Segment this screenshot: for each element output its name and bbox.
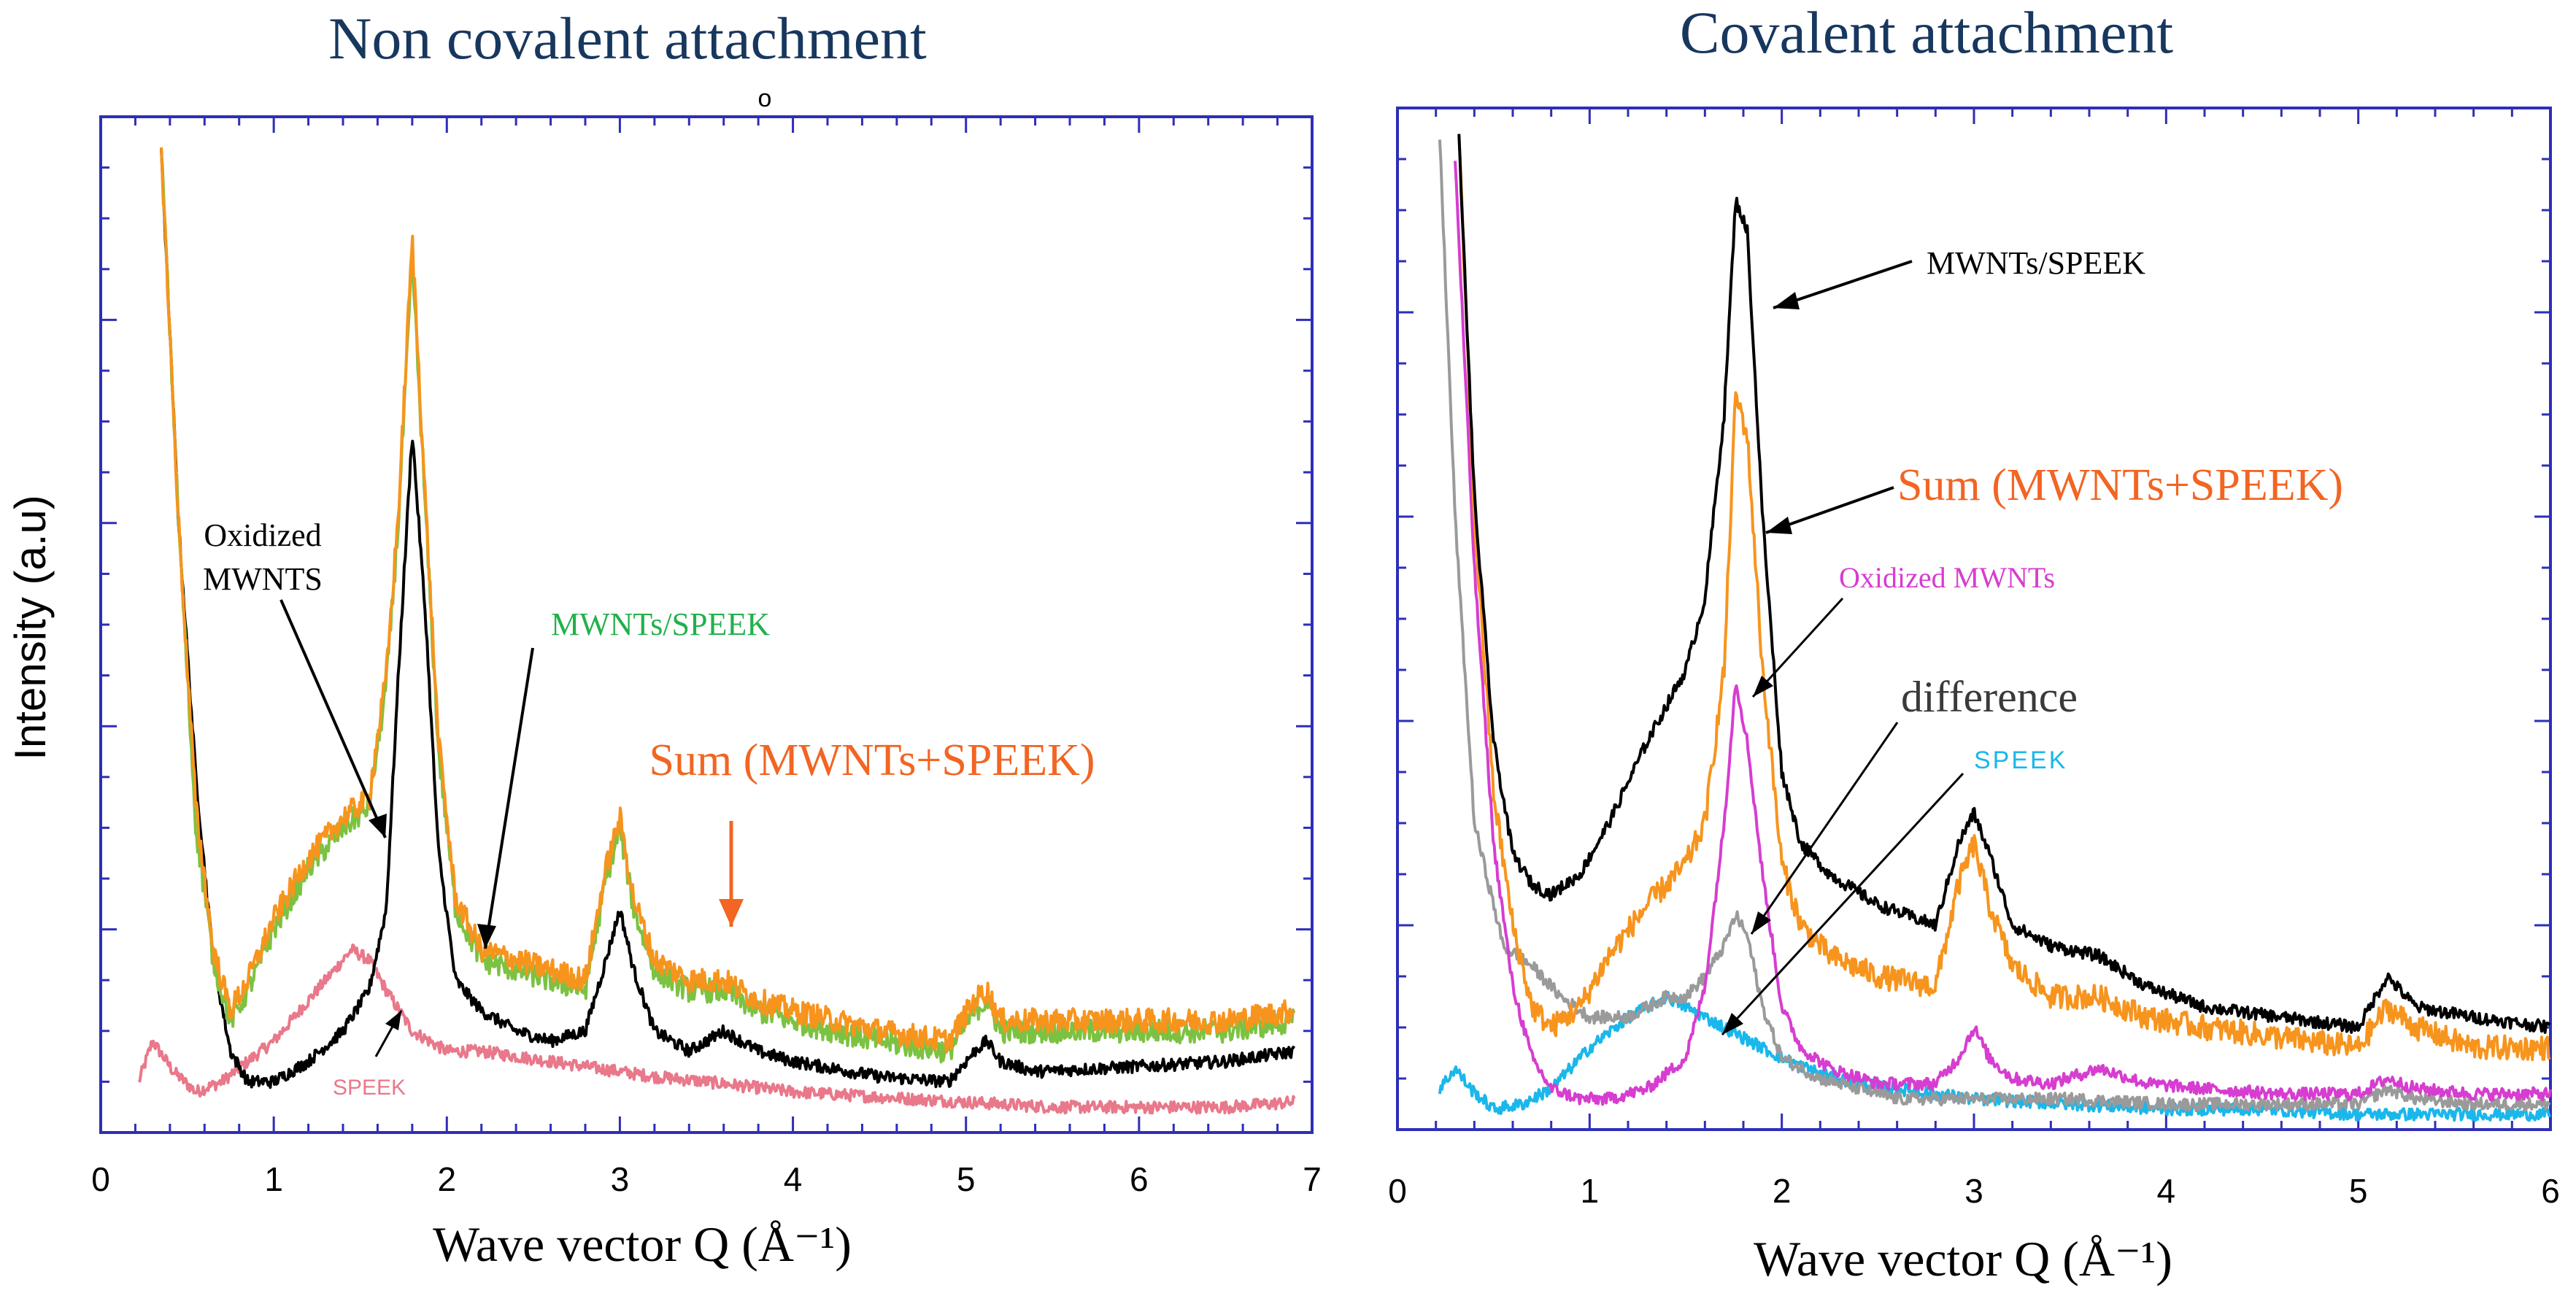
left-chart: 0 1 2 3 4 5 6 7 Wave vector Q (Å⁻¹) Intensity (… bbox=[6, 115, 1322, 1272]
x-tick-label: 1 bbox=[1581, 1172, 1600, 1210]
x-tick-label: 3 bbox=[1964, 1172, 1983, 1210]
left-x-axis-label: Wave vector Q (Å⁻¹) bbox=[433, 1216, 852, 1272]
x-tick-label: 2 bbox=[1773, 1172, 1792, 1210]
right-annotation-sum: Sum (MWNTs+SPEEK) bbox=[1897, 460, 2343, 510]
left-y-axis-label: Intensity (a.u) bbox=[6, 495, 55, 760]
right-series-group bbox=[1438, 134, 2552, 1122]
x-tick-label: 1 bbox=[264, 1160, 283, 1198]
left-annotation-oxidized-line1: Oxidized bbox=[204, 517, 321, 553]
left-annotation-sum: Sum (MWNTs+SPEEK) bbox=[649, 736, 1095, 785]
series-line-speek bbox=[137, 944, 1296, 1115]
x-tick-label: 4 bbox=[2157, 1172, 2176, 1210]
left-x-tick-labels: 0 1 2 3 4 5 6 7 bbox=[91, 1160, 1322, 1198]
left-tick-marks bbox=[99, 115, 1314, 1134]
x-tick-label: 0 bbox=[1388, 1172, 1407, 1210]
right-annotation-oxidized: Oxidized MWNTs bbox=[1839, 561, 2055, 594]
left-annotation-arrows bbox=[279, 599, 744, 1057]
x-tick-label: 3 bbox=[611, 1160, 630, 1198]
right-tick-marks bbox=[1396, 107, 2552, 1131]
x-tick-label: 2 bbox=[437, 1160, 456, 1198]
right-x-axis-label: Wave vector Q (Å⁻¹) bbox=[1754, 1231, 2172, 1286]
series-line-difference bbox=[1438, 139, 2551, 1112]
x-tick-label: 5 bbox=[2349, 1172, 2368, 1210]
x-tick-label: 4 bbox=[784, 1160, 803, 1198]
x-tick-label: 5 bbox=[957, 1160, 976, 1198]
left-series-group bbox=[137, 147, 1296, 1115]
right-annotation-difference: difference bbox=[1901, 673, 2078, 721]
series-line-mwnts-speek bbox=[1457, 134, 2551, 1034]
series-line-sum-mwnts-speek bbox=[1457, 136, 2551, 1062]
right-x-tick-labels: 0 1 2 3 4 5 6 bbox=[1388, 1172, 2560, 1210]
series-line-oxidized-mwnts bbox=[160, 148, 1296, 1089]
left-extra-mark: o bbox=[758, 85, 772, 112]
x-tick-label: 6 bbox=[2541, 1172, 2560, 1210]
left-annotation-oxidized-line2: MWNTS bbox=[203, 561, 323, 597]
x-tick-label: 6 bbox=[1130, 1160, 1149, 1198]
left-annotation-speek: SPEEK bbox=[333, 1076, 406, 1100]
right-chart-title: Covalent attachment bbox=[1680, 0, 2173, 66]
right-annotation-arrows bbox=[1721, 260, 1964, 1036]
x-tick-label: 7 bbox=[1303, 1160, 1322, 1198]
left-annotation-mwnts-speek: MWNTs/SPEEK bbox=[551, 606, 770, 642]
x-tick-label: 0 bbox=[91, 1160, 110, 1198]
series-line-sum-mwnts-speek bbox=[160, 147, 1295, 1054]
right-annotation-mwnts-speek: MWNTs/SPEEK bbox=[1927, 245, 2145, 281]
right-annotation-speek: SPEEK bbox=[1974, 746, 2067, 774]
series-line-oxidized-mwnts bbox=[1454, 161, 2552, 1106]
left-chart-title: Non covalent attachment bbox=[328, 5, 927, 72]
